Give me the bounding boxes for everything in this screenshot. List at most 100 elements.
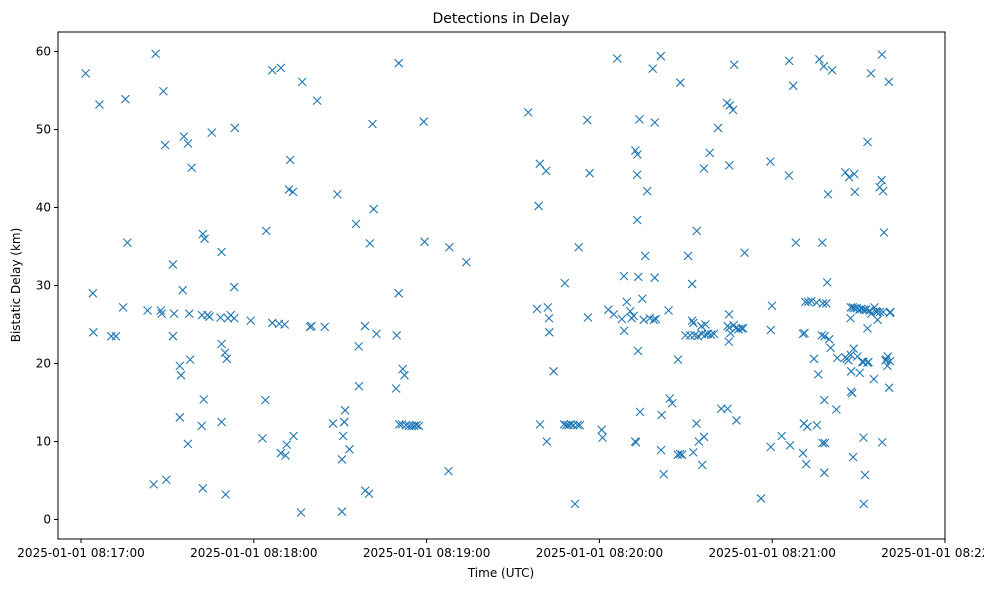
data-point (461, 257, 471, 267)
data-point (394, 58, 404, 68)
data-point (803, 297, 813, 307)
data-point (705, 148, 715, 158)
data-point (848, 452, 858, 462)
data-point (738, 324, 748, 333)
data-point (267, 318, 277, 328)
data-point (573, 420, 582, 430)
data-point (175, 412, 185, 422)
data-point (819, 468, 829, 478)
data-point (143, 306, 152, 315)
data-point (570, 499, 580, 509)
data-point (659, 469, 669, 479)
data-point (850, 303, 859, 313)
data-point (724, 337, 734, 347)
data-point (394, 288, 404, 298)
data-point (216, 313, 225, 322)
y-tick-label: 60 (36, 45, 51, 59)
x-tick-label: 2025-01-01 08:19:00 (363, 546, 490, 560)
data-point (633, 346, 643, 356)
data-point (812, 420, 822, 430)
data-point (632, 215, 642, 225)
x-tick-label: 2025-01-01 08:18:00 (190, 546, 317, 560)
data-point (631, 437, 641, 447)
data-point (535, 419, 545, 429)
data-point (784, 56, 794, 66)
data-point (817, 331, 827, 340)
data-point (740, 248, 749, 258)
data-point (95, 100, 104, 109)
data-point (850, 187, 860, 197)
data-point (855, 368, 865, 378)
y-tick-label: 20 (36, 357, 51, 371)
data-point (877, 175, 887, 185)
data-point (617, 314, 627, 324)
data-point (121, 94, 130, 104)
data-point (878, 307, 888, 317)
data-point (869, 374, 879, 384)
data-point (818, 299, 828, 308)
data-point (369, 204, 379, 214)
data-point (819, 395, 829, 405)
data-point (179, 132, 189, 141)
data-point (723, 404, 732, 414)
data-point (598, 433, 607, 442)
data-point (149, 480, 159, 489)
data-point (875, 307, 885, 317)
data-point (123, 238, 132, 247)
data-point (855, 305, 864, 315)
data-point (884, 77, 894, 87)
plot-frame (57, 31, 946, 540)
data-point (729, 60, 739, 70)
data-point (612, 54, 622, 63)
data-point (217, 339, 226, 349)
data-point (849, 344, 859, 354)
data-point (285, 155, 295, 165)
data-point (642, 186, 652, 196)
data-point (622, 297, 632, 307)
data-series (81, 49, 895, 517)
data-point (364, 489, 374, 499)
data-point (412, 420, 421, 430)
data-point (864, 357, 873, 367)
data-point (885, 356, 895, 366)
data-point (802, 422, 812, 432)
data-point (184, 309, 194, 318)
data-point (844, 355, 853, 365)
data-point (859, 499, 869, 509)
data-point (320, 322, 330, 332)
data-point (809, 354, 819, 364)
data-point (878, 186, 888, 196)
y-tick-label: 40 (36, 201, 51, 215)
data-point (866, 68, 876, 78)
data-point (534, 201, 544, 211)
data-point (724, 309, 734, 319)
data-point (337, 455, 347, 464)
data-point (840, 168, 850, 177)
data-point (629, 311, 639, 321)
data-point (697, 460, 707, 470)
data-point (200, 234, 209, 244)
data-point (677, 450, 687, 460)
data-point (169, 309, 179, 318)
data-point (685, 331, 695, 340)
data-point (877, 437, 887, 447)
data-point (246, 316, 256, 325)
data-point (724, 160, 734, 170)
data-point (673, 450, 683, 460)
data-point (687, 316, 697, 325)
data-point (639, 315, 649, 325)
data-point (692, 226, 702, 236)
y-tick-label: 10 (36, 435, 51, 449)
data-point (619, 271, 629, 281)
data-point (582, 115, 592, 125)
data-point (535, 159, 545, 169)
data-point (365, 238, 375, 248)
data-point (296, 508, 306, 517)
data-point (523, 107, 533, 117)
data-point (585, 168, 595, 178)
data-point (798, 448, 808, 458)
data-point (312, 96, 322, 106)
data-point (111, 331, 121, 341)
data-point (692, 419, 701, 428)
